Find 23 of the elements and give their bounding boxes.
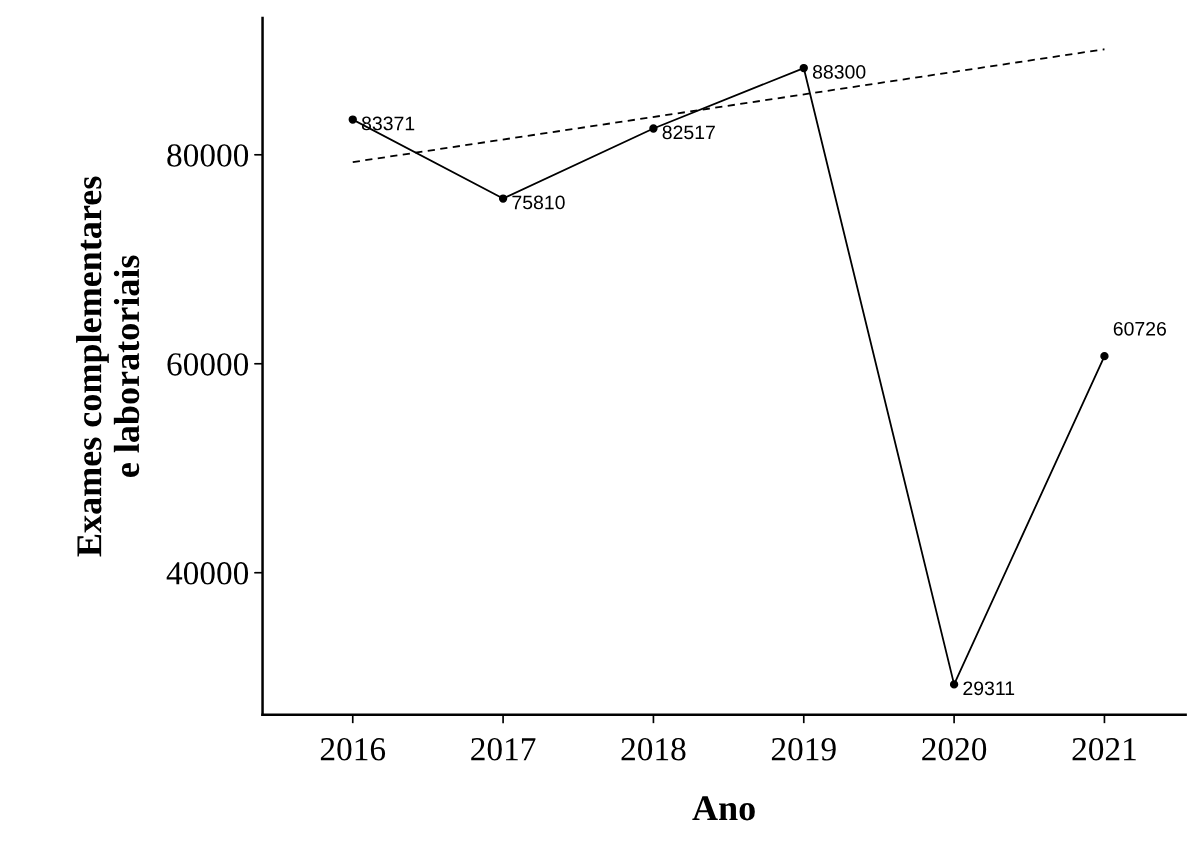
data-label: 88300	[812, 65, 866, 79]
x-tick-label: 2018	[621, 738, 686, 761]
y-axis-title: Exames complementares e laboratoriais	[76, 176, 140, 557]
x-tick-label: 2021	[1072, 738, 1136, 761]
y-tick-label: 60000	[167, 353, 249, 376]
point	[498, 194, 508, 203]
point	[1100, 351, 1109, 361]
data-label: 83371	[361, 116, 415, 131]
x-tick-label: 2016	[320, 738, 386, 761]
x-tick-label: 2019	[771, 738, 836, 761]
x-tick-label: 2020	[922, 738, 987, 761]
point	[348, 115, 357, 124]
data-label: 75810	[512, 195, 565, 210]
data-label: 60726	[1113, 321, 1166, 336]
data-label: 29311	[963, 681, 1015, 696]
point	[949, 680, 959, 689]
point	[649, 124, 658, 133]
data-label: 82517	[662, 125, 715, 140]
x-tick-label: 2017	[471, 738, 536, 761]
x-axis-title: Ano	[692, 796, 755, 821]
y-tick-label: 40000	[166, 562, 249, 585]
y-tick-label: 80000	[167, 144, 249, 167]
point	[799, 63, 808, 73]
